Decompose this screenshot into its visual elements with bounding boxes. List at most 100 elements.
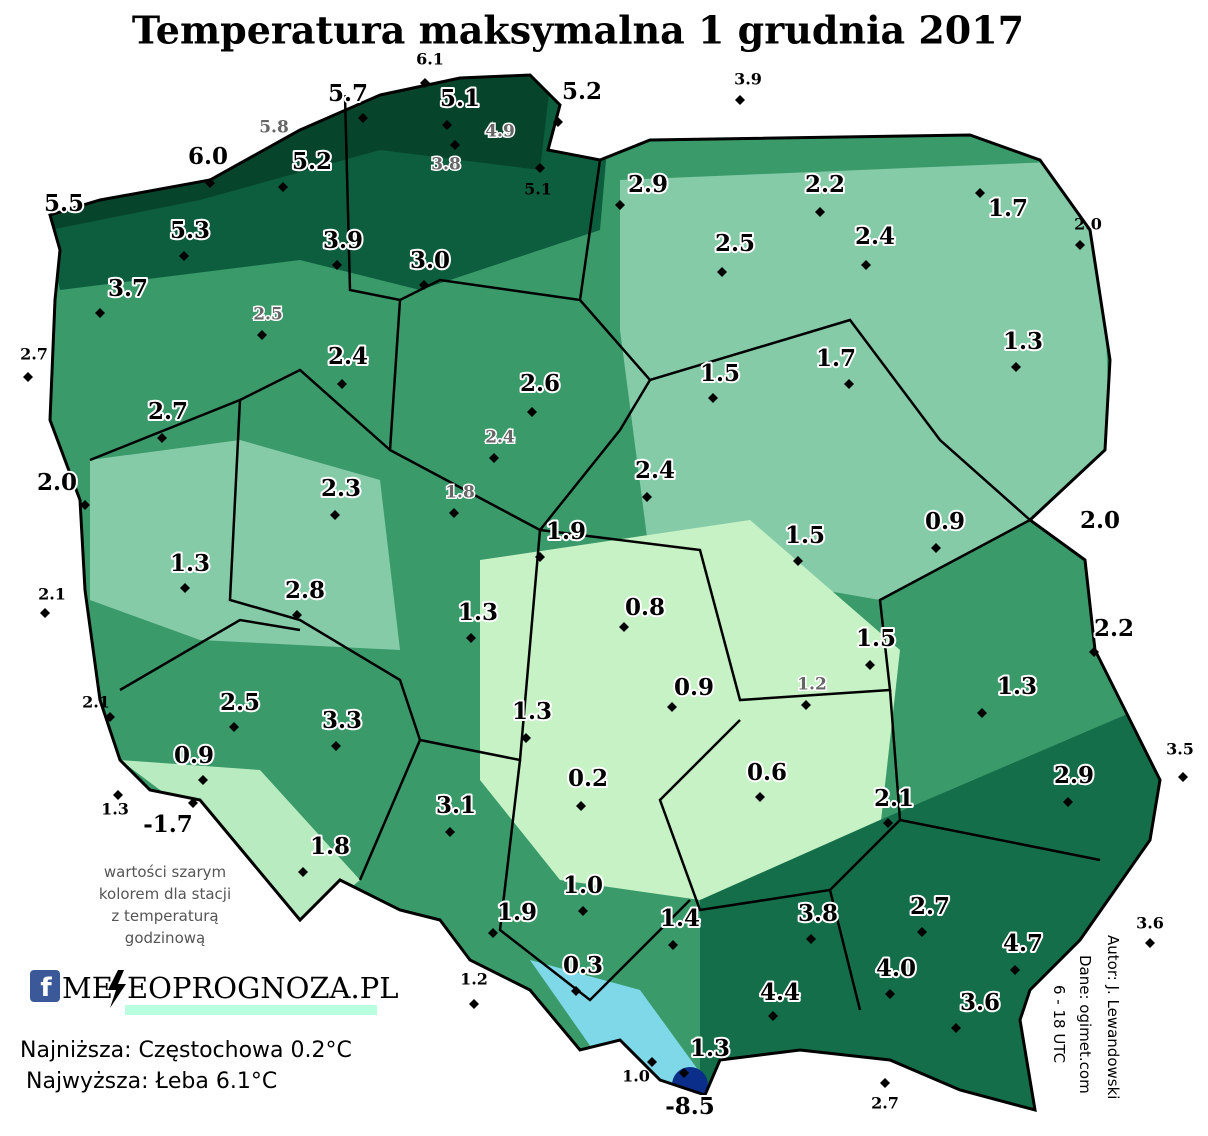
station-value: 1.5 [856, 625, 896, 652]
station-marker [647, 1057, 657, 1067]
station-marker [642, 492, 652, 502]
station-marker [331, 741, 341, 751]
station-value: 5.2 [562, 78, 602, 105]
station-value: 3.6 [1136, 914, 1164, 933]
station-value: 1.8 [310, 833, 350, 860]
station-value: 3.6 [960, 989, 1000, 1016]
station-marker [883, 818, 893, 828]
station-value: 3.9 [734, 70, 762, 89]
station-marker [257, 330, 267, 340]
credit: 6 - 18 UTC [1050, 985, 1068, 1063]
station-marker [449, 508, 459, 518]
station-value: 2.5 [253, 305, 283, 325]
station-marker [931, 543, 941, 553]
station-value: -8.5 [665, 1093, 715, 1120]
station-value: 2.1 [38, 585, 66, 604]
station-value: 4.4 [760, 979, 800, 1006]
station-marker [578, 906, 588, 916]
station-value: 0.8 [625, 594, 665, 621]
summary-lowest: Najniższa: Częstochowa 0.2°C [20, 1038, 352, 1063]
station-value: 0.9 [674, 674, 714, 701]
station-value: 3.1 [436, 792, 476, 819]
station-marker [298, 867, 308, 877]
station-value: 2.3 [321, 475, 361, 502]
station-value: 1.3 [458, 599, 498, 626]
station-value: 2.1 [82, 693, 110, 712]
station-value: 2.9 [628, 171, 668, 198]
station-value: 1.5 [785, 522, 825, 549]
station-value: 1.3 [1003, 328, 1043, 355]
station-value: 1.5 [700, 360, 740, 387]
station-value: 2.2 [805, 171, 845, 198]
logo-text: EOPROGNOZA.PL [127, 971, 398, 1005]
station-value: 1.3 [512, 698, 552, 725]
station-value: 3.5 [1166, 740, 1194, 759]
station-marker [330, 510, 340, 520]
station-value: 1.2 [797, 675, 827, 695]
station-marker [442, 120, 452, 130]
station-marker [885, 989, 895, 999]
station-value: 1.7 [816, 345, 856, 372]
station-value: 1.3 [997, 673, 1037, 700]
station-marker [806, 934, 816, 944]
station-value: 3.7 [108, 275, 148, 302]
station-marker [179, 251, 189, 261]
credit: Autor: J. Lewandowski [1104, 935, 1122, 1099]
svg-text:f: f [40, 973, 52, 1003]
station-marker [679, 1068, 689, 1078]
station-marker [571, 986, 581, 996]
station-marker [229, 722, 239, 732]
station-value: 1.3 [101, 800, 129, 819]
station-value: 1.0 [563, 872, 603, 899]
station-marker [358, 113, 368, 123]
station-value: 1.2 [460, 970, 488, 989]
station-value: 1.9 [497, 899, 537, 926]
station-value: 5.1 [524, 180, 552, 199]
station-marker [735, 95, 745, 105]
note-line: z temperaturą [111, 907, 218, 925]
station-value: 0.6 [747, 759, 787, 786]
station-marker [188, 798, 198, 808]
station-marker [668, 940, 678, 950]
station-value: 5.8 [259, 118, 289, 138]
station-marker [844, 379, 854, 389]
credit: Dane: ogimet.com [1076, 955, 1094, 1094]
logo-text: ME [62, 971, 113, 1005]
station-value: 0.9 [925, 508, 965, 535]
station-marker [488, 928, 498, 938]
station-marker [815, 207, 825, 217]
station-value: 1.3 [690, 1035, 730, 1062]
station-value: 4.0 [876, 955, 916, 982]
station-marker [1145, 938, 1155, 948]
station-value: 3.3 [322, 707, 362, 734]
station-value: 2.1 [874, 785, 914, 812]
station-marker [450, 140, 460, 150]
station-marker [466, 633, 476, 643]
station-marker [337, 379, 347, 389]
station-value: 6.0 [188, 143, 228, 170]
station-marker [105, 712, 115, 722]
station-value: 2.4 [855, 223, 895, 250]
summary-highest: Najwyższa: Łeba 6.1°C [26, 1069, 277, 1094]
station-marker [708, 393, 718, 403]
logo: f ME EOPROGNOZA.PL [30, 970, 398, 1015]
station-marker [445, 827, 455, 837]
station-marker [768, 1011, 778, 1021]
station-marker [576, 801, 586, 811]
station-marker [951, 1023, 961, 1033]
station-value: 2.4 [328, 343, 368, 370]
station-marker [865, 660, 875, 670]
station-value: 2.0 [1074, 215, 1102, 234]
station-value: 3.8 [798, 900, 838, 927]
station-marker [113, 790, 123, 800]
station-marker [95, 308, 105, 318]
stations: 6.1 5.7 5.1 5.2 3.9 5.8 4.9 3.8 5.1 6.0 5.2 5.5 5.3 3… [20, 50, 1194, 1123]
station-value: 0.9 [174, 742, 214, 769]
station-marker [1089, 647, 1099, 657]
station-marker [80, 500, 90, 510]
station-value: 0.3 [563, 952, 603, 979]
station-marker [469, 999, 479, 1009]
station-value: 1.8 [445, 483, 475, 503]
station-value: 0.2 [568, 765, 608, 792]
station-marker [419, 280, 429, 290]
